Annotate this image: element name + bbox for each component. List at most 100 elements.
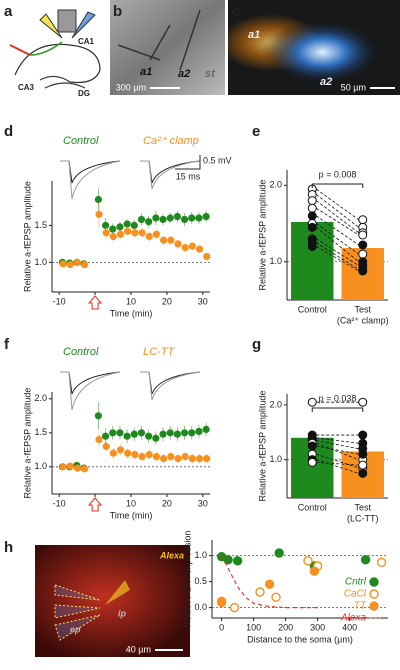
point <box>203 455 211 463</box>
pair-line <box>316 462 359 466</box>
scale-label: 0.5 mV <box>203 155 232 165</box>
pair-point <box>307 211 317 221</box>
point <box>160 236 168 244</box>
point <box>188 429 196 437</box>
point <box>116 230 125 238</box>
pair-line <box>316 246 359 272</box>
point <box>130 221 138 229</box>
point <box>81 465 89 473</box>
scale-label: 300 µm <box>116 82 146 92</box>
pair-point <box>358 240 368 250</box>
y-tick-label: 1.0 <box>269 454 282 464</box>
point <box>271 592 281 602</box>
point <box>145 450 153 459</box>
point <box>116 446 125 454</box>
point <box>264 579 275 589</box>
point <box>145 232 153 241</box>
point <box>152 214 160 222</box>
point <box>101 432 110 440</box>
point <box>167 236 175 244</box>
x-tick-label: Control <box>298 304 327 314</box>
trace <box>60 160 121 184</box>
point <box>195 245 204 253</box>
image-label: a2 <box>178 68 190 80</box>
trace <box>140 160 201 190</box>
pair-line <box>316 442 359 461</box>
pair-line <box>316 440 359 450</box>
point <box>376 557 387 568</box>
y-tick-label: 2.0 <box>269 399 282 409</box>
point <box>152 230 161 238</box>
x-axis-label: Time (min) <box>110 308 153 318</box>
annotation: p = 0.008 <box>319 169 357 179</box>
pair-line <box>316 215 359 246</box>
point <box>202 425 210 433</box>
point <box>174 455 182 463</box>
point <box>130 430 138 438</box>
point <box>180 429 189 437</box>
point <box>195 455 204 463</box>
pair-point <box>358 249 368 259</box>
y-axis-label: Relative a-fEPSP amplitude <box>257 180 267 291</box>
x-tick-label: 10 <box>126 498 136 508</box>
point <box>166 214 174 222</box>
point <box>95 210 103 218</box>
point <box>173 430 181 438</box>
series-label: Ca²⁺ clamp <box>143 135 199 147</box>
point <box>152 453 161 461</box>
x-tick-label: Control <box>298 502 327 512</box>
point <box>124 227 132 235</box>
pair-point <box>307 196 317 206</box>
trace <box>60 371 121 411</box>
point <box>59 260 67 268</box>
x-tick-label: 10 <box>126 296 136 306</box>
point <box>102 229 110 237</box>
point <box>81 261 89 269</box>
panel-label: g <box>252 336 261 353</box>
legend-label: TT <box>354 601 367 612</box>
point <box>66 462 74 470</box>
pair-line <box>316 453 359 469</box>
glow <box>228 0 400 95</box>
pipettes <box>54 584 101 641</box>
x-tick-sublabel: (Ca²⁺ clamp) <box>337 315 389 325</box>
legend-swatch <box>369 577 379 587</box>
x-tick-label: Test <box>354 304 371 314</box>
point <box>167 453 175 461</box>
point <box>188 242 196 250</box>
image-label: Alexa <box>159 550 184 560</box>
point <box>95 436 103 444</box>
bracket <box>311 183 364 188</box>
point <box>94 195 102 204</box>
trace <box>60 160 121 200</box>
point <box>229 602 240 613</box>
point <box>166 429 174 437</box>
stimulus-arrow <box>88 497 103 512</box>
legend-swatch <box>369 601 379 611</box>
series-label: Control <box>63 135 99 147</box>
pair-line <box>316 445 359 455</box>
point <box>109 429 117 437</box>
point <box>116 429 124 437</box>
pair-point <box>358 266 368 276</box>
y-tick-label: 1.0 <box>34 461 47 471</box>
point <box>124 449 132 457</box>
bar <box>291 222 334 300</box>
pair-point <box>307 222 317 232</box>
pair-point <box>307 457 317 467</box>
point <box>181 244 189 252</box>
point <box>159 430 167 438</box>
pair-line <box>316 223 359 255</box>
y-tick-label: 2.0 <box>269 180 282 190</box>
y-tick-label: 0.0 <box>194 602 207 612</box>
point <box>203 252 211 261</box>
x-axis-label: Distance to the soma (µm) <box>247 634 353 644</box>
pair-point <box>307 241 317 251</box>
annotation: p = 0.038 <box>319 393 357 403</box>
point <box>116 223 124 231</box>
panel-label: c <box>232 3 240 20</box>
x-tick-sublabel: (LC-TT) <box>347 513 379 523</box>
point <box>123 432 131 440</box>
point <box>138 229 146 237</box>
trace <box>60 371 121 395</box>
